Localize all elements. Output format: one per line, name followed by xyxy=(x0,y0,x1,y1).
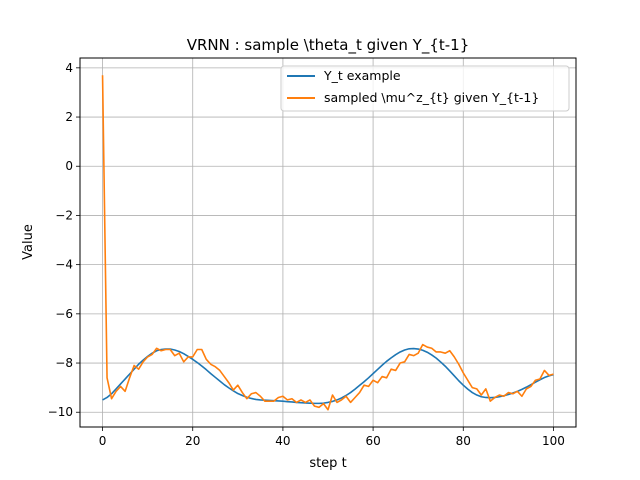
plot-series xyxy=(101,75,554,411)
y-tick-label: −2 xyxy=(55,208,73,222)
y-tick-label: 2 xyxy=(65,110,73,124)
y-tick-label: −8 xyxy=(55,356,73,370)
y-axis-label: Value xyxy=(21,224,36,260)
chart-title: VRNN : sample \theta_t given Y_{t-1} xyxy=(187,36,470,55)
legend: Y_t example sampled \mu^z_{t} given Y_{t… xyxy=(280,65,570,112)
x-tick-label: 60 xyxy=(365,434,380,448)
legend-label-sampled-mu: sampled \mu^z_{t} given Y_{t-1} xyxy=(324,90,539,105)
plot-frame xyxy=(79,57,577,428)
x-tick-label: 80 xyxy=(456,434,471,448)
y-tick-label: 0 xyxy=(65,159,73,173)
x-tick-label: 0 xyxy=(99,434,107,448)
legend-box xyxy=(280,65,570,112)
x-tick-label: 100 xyxy=(542,434,565,448)
x-axis-label: step t xyxy=(309,456,346,471)
x-tick-label: 20 xyxy=(185,434,200,448)
series-line-sampled-mu xyxy=(101,75,554,411)
series-line-y-t-example xyxy=(102,347,554,405)
grid xyxy=(80,58,576,427)
y-tick-label: −4 xyxy=(55,258,73,272)
x-tick-label: 40 xyxy=(275,434,290,448)
legend-label-y-t: Y_t example xyxy=(323,68,401,83)
y-tick-label: −10 xyxy=(48,405,73,419)
y-tick-label: 4 xyxy=(65,61,73,75)
y-tick-label: −6 xyxy=(55,307,73,321)
